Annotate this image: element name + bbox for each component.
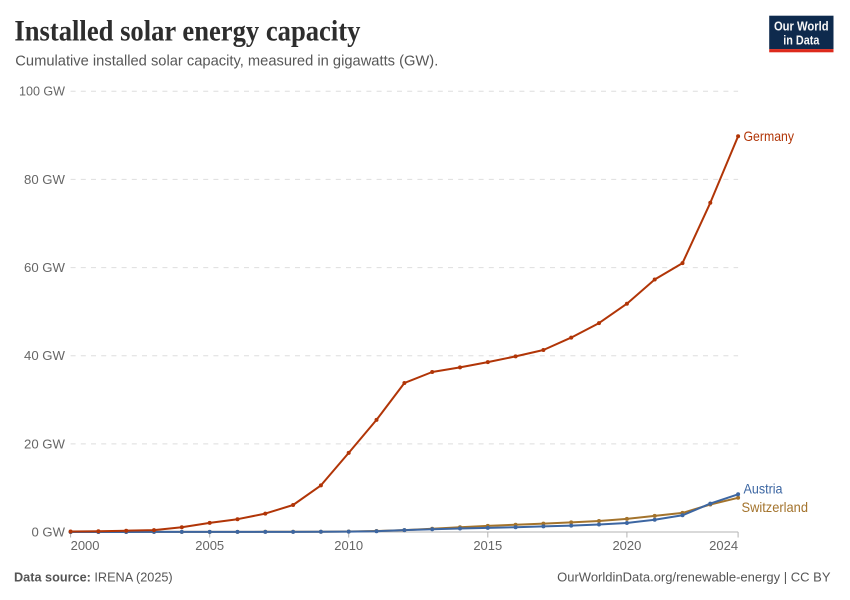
- svg-text:Data source: IRENA (2025): Data source: IRENA (2025): [14, 571, 173, 585]
- svg-text:Cumulative installed solar cap: Cumulative installed solar capacity, mea…: [15, 53, 438, 69]
- svg-text:20 GW: 20 GW: [24, 436, 66, 451]
- svg-text:2024: 2024: [709, 538, 738, 553]
- svg-text:Installed solar energy capacit: Installed solar energy capacity: [14, 15, 360, 48]
- svg-text:40 GW: 40 GW: [24, 348, 66, 363]
- svg-text:Germany: Germany: [744, 128, 795, 144]
- svg-text:60 GW: 60 GW: [24, 260, 66, 275]
- svg-text:100 GW: 100 GW: [19, 84, 66, 99]
- svg-text:in Data: in Data: [783, 33, 820, 47]
- svg-text:2005: 2005: [195, 538, 224, 553]
- svg-text:OurWorldinData.org/renewable-e: OurWorldinData.org/renewable-energy | CC…: [557, 570, 831, 585]
- svg-text:2010: 2010: [334, 538, 363, 553]
- svg-text:0 GW: 0 GW: [32, 525, 66, 540]
- svg-text:Switzerland: Switzerland: [742, 499, 809, 515]
- svg-text:2000: 2000: [71, 538, 100, 553]
- svg-text:Austria: Austria: [744, 480, 783, 496]
- svg-text:Our World: Our World: [774, 20, 829, 34]
- svg-text:2020: 2020: [612, 538, 641, 553]
- svg-text:80 GW: 80 GW: [24, 172, 66, 187]
- svg-text:2015: 2015: [473, 538, 502, 553]
